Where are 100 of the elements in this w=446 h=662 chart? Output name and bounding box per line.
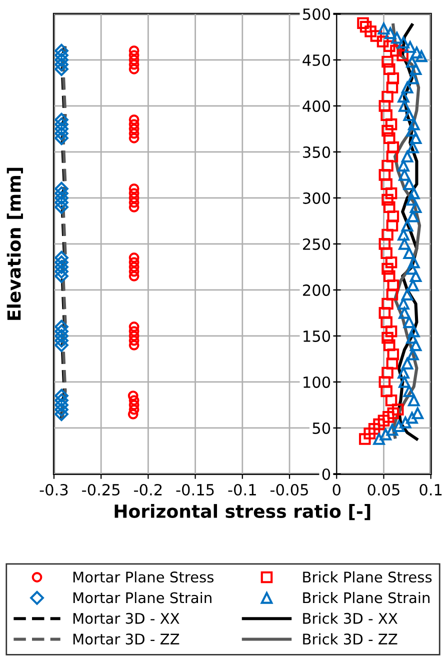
point — [128, 262, 140, 272]
point — [128, 390, 138, 401]
x-tick-label: 0 — [332, 484, 340, 496]
point — [128, 395, 140, 406]
point — [128, 252, 140, 263]
point — [54, 191, 68, 205]
point — [54, 186, 68, 200]
point — [382, 366, 394, 379]
point — [380, 316, 392, 328]
point — [384, 27, 396, 40]
x-tick-label: -0.05 — [270, 484, 308, 496]
point — [398, 36, 410, 48]
point — [387, 279, 400, 292]
y-tick-label: 200 — [303, 284, 330, 296]
point — [403, 109, 416, 122]
point — [128, 59, 140, 70]
point — [380, 428, 392, 440]
point — [128, 50, 140, 61]
point — [54, 200, 68, 214]
y-tick-label: 350 — [303, 146, 330, 158]
x-tick-label: -0.1 — [228, 484, 256, 496]
point — [399, 416, 412, 428]
point — [386, 220, 398, 232]
point — [386, 424, 398, 436]
point — [378, 414, 390, 427]
point — [54, 122, 68, 136]
y-tick-label: 450 — [302, 54, 330, 66]
point — [391, 32, 403, 44]
point — [416, 50, 428, 62]
point — [398, 376, 410, 388]
point — [406, 124, 418, 137]
point — [386, 150, 398, 162]
point — [387, 407, 400, 420]
point — [128, 266, 140, 277]
point — [54, 324, 68, 338]
point — [406, 412, 418, 424]
point — [54, 48, 68, 62]
legend-label: Mortar 3D - ZZ — [73, 634, 180, 645]
y-tick-label: 50 — [312, 422, 330, 434]
point — [357, 17, 369, 30]
point — [128, 124, 140, 134]
point — [401, 288, 414, 300]
point — [382, 298, 394, 310]
point — [398, 307, 410, 319]
point — [54, 264, 68, 278]
point — [128, 340, 140, 350]
point — [380, 178, 392, 190]
point — [403, 316, 416, 328]
point — [406, 194, 418, 206]
point — [387, 141, 400, 154]
point — [385, 325, 398, 338]
point — [385, 118, 398, 130]
point — [378, 169, 391, 181]
point — [54, 255, 68, 270]
point — [407, 141, 419, 154]
point — [382, 56, 394, 68]
point — [54, 62, 68, 76]
point — [403, 247, 416, 260]
y-tick-label: 100 — [304, 376, 330, 388]
point — [128, 119, 140, 130]
point — [406, 262, 418, 275]
point — [387, 210, 400, 222]
point — [373, 418, 385, 430]
point — [410, 132, 422, 144]
point — [376, 36, 389, 48]
point — [407, 348, 419, 360]
point — [128, 257, 140, 268]
point — [383, 270, 396, 282]
point — [128, 400, 140, 410]
point — [380, 247, 392, 260]
point — [370, 30, 382, 42]
point — [54, 338, 68, 352]
point — [408, 256, 420, 268]
point — [398, 298, 410, 310]
point — [386, 82, 398, 94]
point — [378, 376, 391, 388]
point — [54, 58, 68, 72]
y-tick-label: 150 — [304, 330, 330, 342]
point — [392, 404, 404, 416]
point — [406, 332, 418, 344]
point — [128, 326, 140, 337]
legend-label: Brick 3D - XX — [303, 612, 398, 624]
point — [54, 398, 68, 412]
point — [398, 228, 410, 241]
point — [54, 131, 68, 146]
legend-label: Brick Plane Stress — [303, 571, 432, 583]
point — [54, 196, 68, 210]
point — [401, 358, 414, 370]
point — [407, 279, 419, 292]
point — [54, 402, 68, 417]
point — [378, 238, 391, 250]
point — [410, 46, 423, 58]
point — [407, 210, 419, 222]
point — [382, 160, 394, 172]
y-axis-title: Elevation [mm] — [6, 168, 23, 320]
x-axis-title: Horizontal stress ratio [-] — [114, 504, 370, 520]
point — [128, 404, 140, 415]
point — [382, 411, 394, 423]
point — [128, 322, 140, 332]
x-tick-label: -0.15 — [176, 484, 214, 496]
